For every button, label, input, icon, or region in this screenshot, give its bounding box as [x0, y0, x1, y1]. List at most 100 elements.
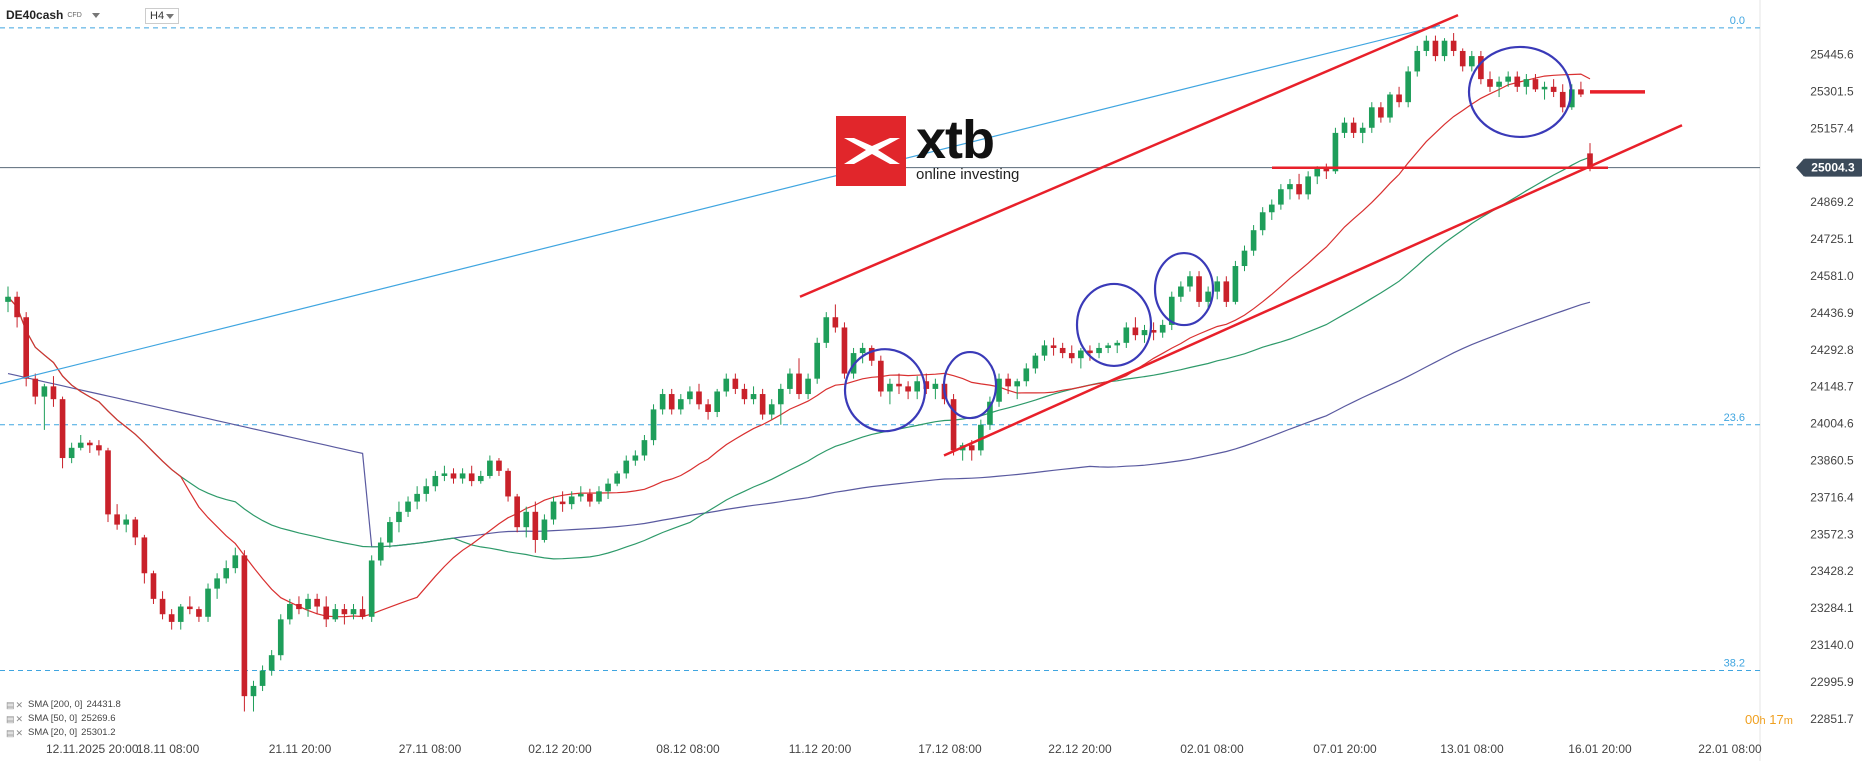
candle-body[interactable] — [968, 445, 975, 451]
candle-body[interactable] — [1168, 296, 1175, 325]
candle-body[interactable] — [1005, 378, 1011, 387]
candle-body[interactable] — [1523, 79, 1530, 87]
candle-body[interactable] — [1450, 40, 1457, 51]
candle-body[interactable] — [232, 555, 239, 569]
candle-body[interactable] — [996, 378, 1002, 402]
candle-body[interactable] — [296, 603, 302, 610]
candle-body[interactable] — [823, 317, 830, 343]
candle-body[interactable] — [1432, 40, 1439, 57]
candle-body[interactable] — [1550, 86, 1557, 92]
chevron-down-icon[interactable] — [91, 12, 100, 18]
candle-body[interactable] — [432, 475, 439, 487]
candle-body[interactable] — [1196, 276, 1202, 302]
candle-body[interactable] — [1396, 94, 1402, 103]
candle-body[interactable] — [1568, 89, 1575, 108]
candle-body[interactable] — [777, 388, 784, 405]
candle-body[interactable] — [1368, 107, 1375, 128]
candle-body[interactable] — [1059, 347, 1066, 354]
candle-body[interactable] — [787, 373, 793, 389]
candle-body[interactable] — [1296, 184, 1302, 195]
candle-body[interactable] — [1032, 355, 1039, 369]
candle-body[interactable] — [1496, 81, 1502, 87]
symbol-selector[interactable]: DE40cash CFD — [6, 8, 100, 22]
candle-body[interactable] — [1505, 76, 1511, 82]
candle-body[interactable] — [987, 401, 993, 425]
candle-body[interactable] — [1050, 345, 1057, 348]
candle-body[interactable] — [696, 391, 702, 405]
candle-body[interactable] — [732, 378, 739, 389]
candle-body[interactable] — [759, 394, 766, 415]
candle-body[interactable] — [841, 327, 848, 374]
candle-body[interactable] — [1459, 50, 1466, 67]
candle-body[interactable] — [132, 519, 139, 538]
candle-body[interactable] — [196, 609, 202, 617]
settings-icon[interactable]: ▤✕ — [6, 728, 25, 738]
candle-body[interactable] — [923, 381, 930, 389]
candle-body[interactable] — [1514, 76, 1521, 87]
annotation-circle[interactable] — [942, 350, 998, 420]
candle-body[interactable] — [359, 609, 366, 617]
candle-body[interactable] — [1087, 350, 1093, 354]
candle-body[interactable] — [1414, 50, 1421, 72]
candle-body[interactable] — [268, 655, 275, 671]
candle-body[interactable] — [423, 486, 430, 494]
candle-body[interactable] — [1205, 291, 1211, 302]
candle-body[interactable] — [559, 501, 566, 505]
candle-body[interactable] — [214, 578, 220, 589]
candle-body[interactable] — [59, 399, 66, 459]
candle-body[interactable] — [714, 391, 720, 412]
candle-body[interactable] — [77, 442, 84, 448]
legend-item[interactable]: ▤✕ SMA [200, 0] 24431.8 — [6, 698, 121, 712]
candle-body[interactable] — [314, 598, 320, 607]
candle-body[interactable] — [1268, 204, 1275, 213]
candle-body[interactable] — [1314, 168, 1321, 177]
candle-body[interactable] — [1478, 56, 1484, 80]
candle-body[interactable] — [1559, 91, 1566, 108]
candle-body[interactable] — [287, 603, 293, 620]
candle-body[interactable] — [1114, 342, 1121, 346]
candle-body[interactable] — [605, 483, 611, 492]
candle-body[interactable] — [1541, 86, 1548, 90]
candle-body[interactable] — [177, 606, 184, 622]
candle-body[interactable] — [1141, 330, 1148, 336]
candle-body[interactable] — [1078, 350, 1084, 359]
candle-body[interactable] — [859, 347, 866, 354]
candle-body[interactable] — [805, 378, 811, 395]
candle-body[interactable] — [32, 378, 39, 397]
candle-body[interactable] — [1159, 324, 1166, 333]
candle-body[interactable] — [650, 409, 657, 441]
candle-body[interactable] — [159, 598, 166, 615]
candle-body[interactable] — [1178, 286, 1184, 297]
candle-body[interactable] — [350, 609, 357, 615]
candle-body[interactable] — [250, 685, 257, 697]
candle-body[interactable] — [1532, 79, 1539, 90]
candle-body[interactable] — [623, 460, 630, 474]
candle-body[interactable] — [1041, 345, 1048, 356]
candle-body[interactable] — [1578, 89, 1584, 95]
candle-body[interactable] — [1250, 230, 1257, 251]
candle-body[interactable] — [1068, 353, 1075, 359]
candle-body[interactable] — [641, 440, 648, 456]
candle-body[interactable] — [168, 614, 175, 622]
candle-body[interactable] — [205, 588, 211, 617]
candle-body[interactable] — [550, 501, 557, 520]
candle-body[interactable] — [187, 606, 193, 610]
candle-body[interactable] — [978, 424, 984, 451]
candle-body[interactable] — [1487, 79, 1493, 87]
candle-body[interactable] — [1241, 250, 1248, 267]
candle-body[interactable] — [1378, 107, 1384, 118]
candle-body[interactable] — [459, 473, 466, 479]
settings-icon[interactable]: ▤✕ — [6, 714, 25, 724]
candle-body[interactable] — [259, 670, 266, 686]
candle-body[interactable] — [1023, 368, 1030, 382]
candle-body[interactable] — [814, 342, 821, 379]
candle-body[interactable] — [1223, 281, 1230, 302]
candle-body[interactable] — [1350, 122, 1357, 133]
channel-upper-line[interactable] — [799, 13, 1459, 298]
candle-body[interactable] — [868, 347, 875, 361]
candle-body[interactable] — [532, 511, 539, 540]
candle-body[interactable] — [368, 560, 375, 617]
legend-item[interactable]: ▤✕ SMA [50, 0] 25269.6 — [6, 712, 121, 726]
candle-body[interactable] — [241, 555, 248, 697]
